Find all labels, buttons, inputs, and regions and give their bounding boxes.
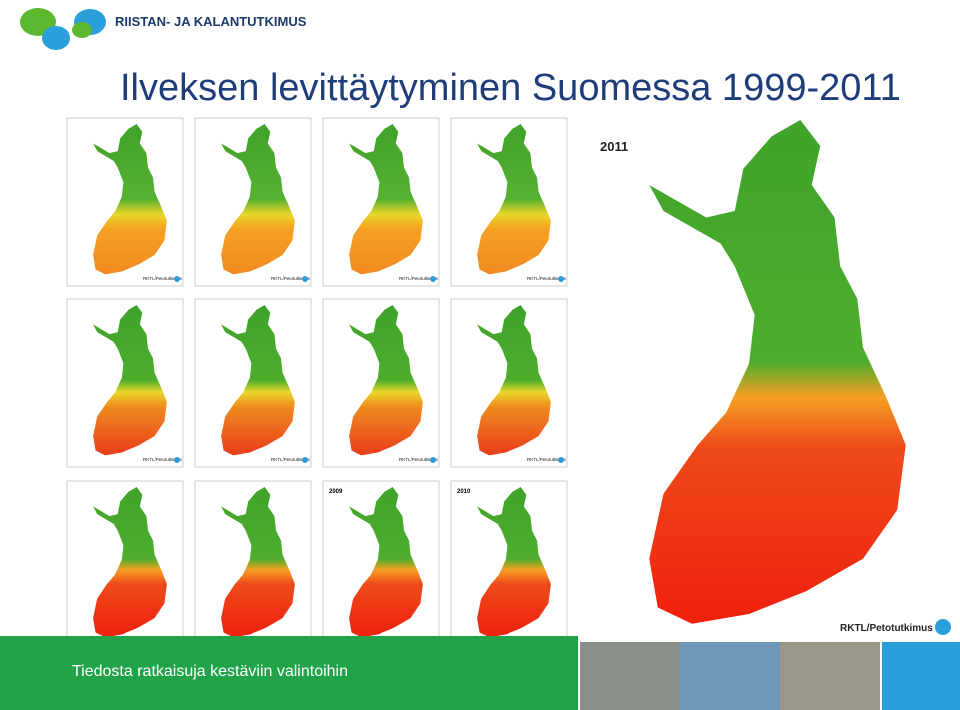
footer-bar xyxy=(0,636,578,710)
map-credit: RKTL/Petotutkimus xyxy=(527,457,567,462)
credit-icon xyxy=(558,276,564,282)
photo xyxy=(780,642,880,710)
credit-icon xyxy=(430,276,436,282)
map-credit: RKTL/Petotutkimus xyxy=(527,276,567,281)
footer-slogan: Tiedosta ratkaisuja kestäviin valintoihi… xyxy=(72,663,348,680)
map-credit: RKTL/Petotutkimus xyxy=(271,276,311,281)
thumbnail: RKTL/Petotutkimus xyxy=(322,298,440,468)
map-year: 2011 xyxy=(600,139,628,154)
map-year: 2010 xyxy=(457,489,471,495)
thumbnail: RKTL/Petotutkimus xyxy=(194,117,312,287)
map-credit: RKTL/Petotutkimus xyxy=(399,457,439,462)
thumbnail: 2009RKTL/Petotutkimus xyxy=(322,480,440,650)
map-credit: RKTL/Petotutkimus xyxy=(399,276,439,281)
credit-icon xyxy=(302,457,308,463)
map-credit: RKTL/Petotutkimus xyxy=(143,457,183,462)
thumbnail: RKTL/Petotutkimus xyxy=(450,117,568,287)
main-map: 2011 RKTL/Petotutkimus xyxy=(600,120,951,635)
map-shape xyxy=(649,120,906,624)
footer: Tiedosta ratkaisuja kestäviin valintoihi… xyxy=(0,636,960,710)
logo-text: RIISTAN- JA KALANTUTKIMUS xyxy=(115,14,307,29)
credit-icon xyxy=(558,457,564,463)
credit-icon xyxy=(935,619,951,635)
thumbnail: RKTL/Petotutkimus xyxy=(194,298,312,468)
thumbnail: RKTL/Petotutkimus xyxy=(66,298,184,468)
thumbnail: RKTL/Petotutkimus xyxy=(450,298,568,468)
thumbnail: RKTL/Petotutkimus xyxy=(194,480,312,650)
map-year: 2009 xyxy=(329,489,343,495)
map-credit: RKTL/Petotutkimus xyxy=(840,623,933,634)
credit-icon xyxy=(174,276,180,282)
thumbnail: RKTL/Petotutkimus xyxy=(66,117,184,287)
thumbnail: RKTL/Petotutkimus xyxy=(66,480,184,650)
photo xyxy=(680,642,780,710)
credit-icon xyxy=(302,276,308,282)
map-credit: RKTL/Petotutkimus xyxy=(271,457,311,462)
thumbnail: RKTL/Petotutkimus xyxy=(322,117,440,287)
map-credit: RKTL/Petotutkimus xyxy=(143,276,183,281)
thumbnail: 2010RKTL/Petotutkimus xyxy=(450,480,568,650)
thumbnail-grid: RKTL/Petotutkimus RKTL/Petotutkimus RKTL/P… xyxy=(66,117,568,650)
credit-icon xyxy=(430,457,436,463)
title: Ilveksen levittäytyminen Suomessa 1999-2… xyxy=(120,67,901,109)
credit-icon xyxy=(174,457,180,463)
photo xyxy=(580,642,680,710)
photo xyxy=(882,642,960,710)
logo: RIISTAN- JA KALANTUTKIMUS xyxy=(20,8,307,50)
